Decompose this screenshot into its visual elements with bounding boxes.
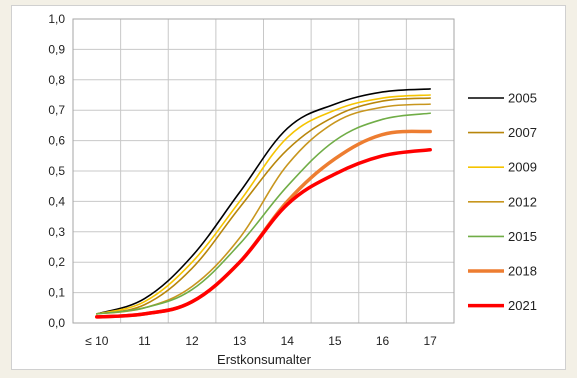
x-tick-label: 17 <box>424 334 438 348</box>
y-tick-label: 0,2 <box>48 255 65 269</box>
y-tick-label: 0,9 <box>48 42 65 56</box>
series-lines <box>95 88 432 319</box>
y-tick-label: 0,3 <box>48 225 65 239</box>
line-chart: 0,0 0,1 0,2 0,3 0,4 0,5 0,6 0,7 0,8 0,9 1,0 ≤ 10 11… <box>48 12 537 367</box>
legend-label-2015: 2015 <box>508 229 537 244</box>
chart-frame: 0,0 0,1 0,2 0,3 0,4 0,5 0,6 0,7 0,8 0,9 1,0 ≤ 10 11… <box>11 5 566 370</box>
legend-label-2005: 2005 <box>508 91 537 106</box>
y-tick-label: 0,8 <box>48 73 65 87</box>
series-line-2009 <box>96 94 431 315</box>
y-axis-ticks: 0,0 0,1 0,2 0,3 0,4 0,5 0,6 0,7 0,8 0,9 1,0 <box>48 12 65 330</box>
x-tick-label: 16 <box>376 334 390 348</box>
legend-label-2012: 2012 <box>508 194 537 209</box>
x-axis-ticks: ≤ 10 11 12 13 14 15 16 17 <box>85 334 437 348</box>
y-tick-label: 0,0 <box>48 316 65 330</box>
x-tick-label: 14 <box>281 334 295 348</box>
grid-lines <box>72 18 455 324</box>
x-tick-label: 13 <box>233 334 247 348</box>
x-tick-label: 11 <box>138 334 151 348</box>
legend-label-2007: 2007 <box>508 125 537 140</box>
x-axis-label: Erstkonsumalter <box>217 352 312 367</box>
x-tick-label: 12 <box>185 334 199 348</box>
y-tick-label: 0,1 <box>48 286 65 300</box>
y-tick-label: 0,7 <box>48 103 65 117</box>
y-tick-label: 0,5 <box>48 164 65 178</box>
y-tick-label: 0,4 <box>48 194 65 208</box>
legend-label-2009: 2009 <box>508 160 537 175</box>
legend-label-2018: 2018 <box>508 264 537 279</box>
series-line-2005 <box>96 88 431 315</box>
plot-border <box>72 18 455 324</box>
legend: 2005 2007 2009 2012 2015 2018 2021 <box>468 91 537 313</box>
series-line-2015 <box>96 112 431 315</box>
x-tick-label: 15 <box>328 334 342 348</box>
y-tick-label: 0,6 <box>48 134 65 148</box>
x-tick-label: ≤ 10 <box>85 334 109 348</box>
y-tick-label: 1,0 <box>48 12 65 26</box>
series-line-2021 <box>95 147 432 319</box>
legend-label-2021: 2021 <box>508 298 537 313</box>
series-line-2007 <box>96 97 431 315</box>
